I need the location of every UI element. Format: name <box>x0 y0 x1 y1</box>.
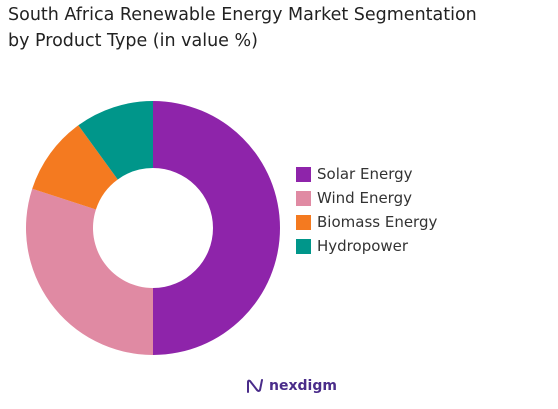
legend-item-hydropower: Hydropower <box>296 234 437 258</box>
legend-swatch <box>296 166 311 182</box>
legend-item-wind-energy: Wind Energy <box>296 186 437 210</box>
chart-legend: Solar Energy Wind Energy Biomass Energy Hyd… <box>296 162 437 258</box>
legend-item-solar-energy: Solar Energy <box>296 162 437 186</box>
donut-slice-wind-energy <box>26 188 154 355</box>
legend-item-biomass-energy: Biomass Energy <box>296 210 437 234</box>
brand-name: nexdigm <box>269 378 337 394</box>
legend-swatch <box>296 190 311 206</box>
legend-label: Wind Energy <box>317 189 412 207</box>
legend-label: Solar Energy <box>317 165 413 183</box>
legend-label: Hydropower <box>317 237 409 255</box>
nexdigm-logo-icon <box>247 379 263 393</box>
legend-label: Biomass Energy <box>317 213 438 231</box>
legend-swatch <box>296 214 311 230</box>
donut-slice-hydropower <box>78 101 153 180</box>
brand-footer: nexdigm <box>246 377 337 395</box>
donut-slice-solar-energy <box>153 101 280 355</box>
legend-swatch <box>296 238 311 254</box>
chart-title: South Africa Renewable Energy Market Seg… <box>8 5 477 51</box>
donut-slice-biomass-energy <box>32 125 118 210</box>
